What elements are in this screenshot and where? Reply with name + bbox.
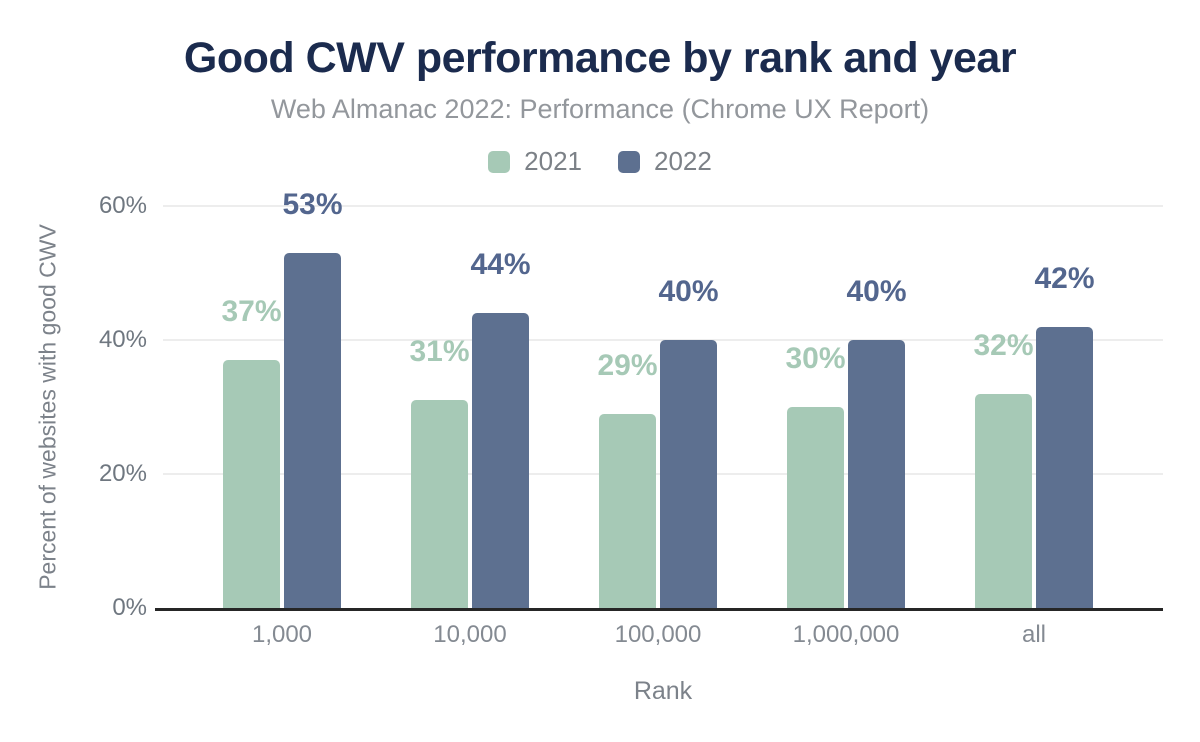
bar-group-1000000: 30% 40% 1,000,000 bbox=[752, 206, 940, 647]
bar-slot: 29% bbox=[597, 351, 658, 608]
plot-area: 0% 20% 40% 60% 37% 53% 1,000 31% 44% 10,000 29% 40%… bbox=[99, 190, 1163, 647]
chart-title: Good CWV performance by rank and year bbox=[183, 34, 1017, 82]
bar-2021-10000 bbox=[411, 400, 468, 608]
bar-value-label: 44% bbox=[470, 248, 531, 281]
chart-subtitle: Web Almanac 2022: Performance (Chrome UX… bbox=[270, 94, 930, 124]
bar-slot: 40% bbox=[846, 277, 907, 608]
bar-slot: 44% bbox=[470, 250, 531, 608]
legend: 2021 2022 bbox=[0, 146, 1200, 177]
bar-slot: 32% bbox=[973, 331, 1034, 608]
bar-value-label: 32% bbox=[973, 329, 1034, 362]
bar-value-label: 40% bbox=[658, 275, 719, 308]
bar-2022-10000 bbox=[472, 313, 529, 608]
bar-2022-100000 bbox=[660, 340, 717, 608]
legend-item-2021[interactable]: 2021 bbox=[488, 146, 582, 177]
y-tick-label: 60% bbox=[98, 192, 147, 219]
bar-slot: 30% bbox=[785, 344, 846, 608]
bar-slot: 42% bbox=[1034, 264, 1095, 608]
legend-item-2022[interactable]: 2022 bbox=[618, 146, 712, 177]
bar-group-all: 32% 42% all bbox=[940, 206, 1128, 647]
x-tick-label: 100,000 bbox=[614, 621, 702, 648]
legend-label-2022: 2022 bbox=[654, 146, 712, 176]
bar-slot: 31% bbox=[409, 337, 470, 608]
bar-slot: 37% bbox=[221, 297, 282, 608]
bar-slot: 53% bbox=[282, 190, 343, 608]
y-tick-label: 0% bbox=[112, 594, 147, 621]
x-tick-label: 1,000,000 bbox=[792, 621, 900, 648]
legend-swatch-2021 bbox=[488, 150, 511, 173]
bar-2022-1000 bbox=[284, 253, 341, 608]
x-axis-title: Rank bbox=[633, 677, 693, 705]
bar-2022-all bbox=[1036, 327, 1093, 608]
y-axis-title: Percent of websites with good CWV bbox=[34, 224, 61, 590]
legend-swatch-2022 bbox=[618, 150, 640, 173]
x-tick-label: 1,000 bbox=[251, 621, 313, 648]
legend-label-2021: 2021 bbox=[524, 146, 582, 176]
bar-2021-1000 bbox=[223, 360, 280, 608]
bar-group-100000: 29% 40% 100,000 bbox=[564, 206, 752, 647]
bar-group-10000: 31% 44% 10,000 bbox=[376, 206, 564, 647]
y-tick-label: 40% bbox=[98, 326, 147, 353]
x-tick-label: all bbox=[1021, 621, 1046, 648]
bar-2021-100000 bbox=[599, 414, 656, 608]
bar-group-1000: 37% 53% 1,000 bbox=[188, 190, 376, 647]
bar-groups: 37% 53% 1,000 31% 44% 10,000 29% 40% 100,000 30% 4… bbox=[188, 190, 1128, 647]
gridline bbox=[163, 205, 1163, 207]
bar-2021-1000000 bbox=[787, 407, 844, 608]
bar-2021-all bbox=[975, 394, 1032, 608]
bar-value-label: 29% bbox=[597, 349, 658, 382]
bar-value-label: 42% bbox=[1034, 262, 1095, 295]
bar-value-label: 30% bbox=[785, 342, 846, 375]
bar-value-label: 31% bbox=[409, 335, 470, 368]
bar-value-label: 40% bbox=[846, 275, 907, 308]
bar-slot: 40% bbox=[658, 277, 719, 608]
x-tick-label: 10,000 bbox=[433, 621, 507, 648]
bar-value-label: 37% bbox=[221, 295, 282, 328]
y-tick-label: 20% bbox=[98, 460, 147, 487]
bar-value-label: 53% bbox=[282, 188, 343, 221]
bar-2022-1000000 bbox=[848, 340, 905, 608]
